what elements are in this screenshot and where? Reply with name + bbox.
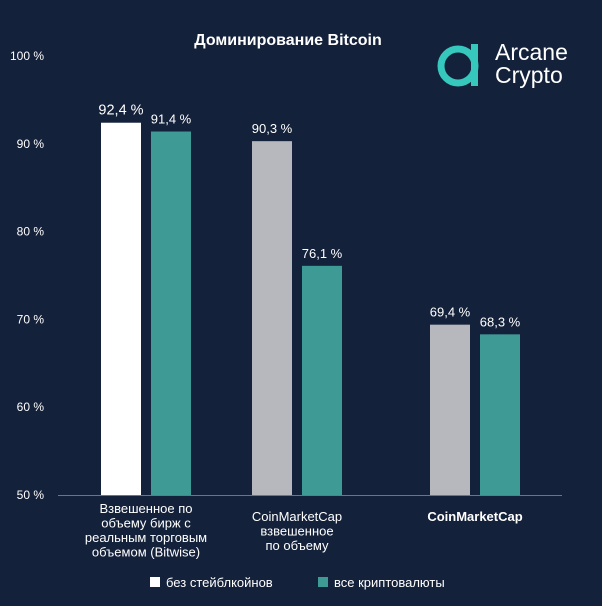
- logo-text-arcane: Arcane: [495, 39, 568, 65]
- bar-no-stablecoins-0: [101, 122, 141, 495]
- x-category-label-line: Взвешенное по: [100, 501, 193, 516]
- y-tick-label: 50 %: [17, 488, 45, 502]
- legend-swatch-all-crypto: [318, 577, 328, 587]
- legend-swatch-no-stablecoins: [150, 577, 160, 587]
- bar-all-crypto-0: [151, 131, 191, 495]
- y-tick-label: 90 %: [17, 137, 45, 151]
- y-tick-label: 70 %: [17, 312, 45, 326]
- x-category-label-line: реальным торговым: [85, 530, 207, 545]
- bar-no-stablecoins-2: [430, 324, 470, 495]
- legend-label: все криптовалюты: [334, 575, 445, 590]
- logo: Arcane Crypto: [437, 39, 568, 88]
- y-tick-label: 60 %: [17, 400, 45, 414]
- data-labels: 92,4 % 90,3 % 69,4 % 91,4 % 76,1 % 68,3 %: [98, 103, 520, 330]
- data-label: 68,3 %: [480, 314, 521, 329]
- data-label: 76,1 %: [302, 246, 343, 261]
- bar-all-crypto-2: [480, 334, 520, 495]
- bars: [101, 122, 520, 495]
- x-category-label-line: CoinMarketCap: [427, 509, 522, 524]
- x-category-label: Взвешенное по объему бирж с реальным торго…: [85, 501, 207, 560]
- chart-title: Доминирование Bitcoin: [194, 32, 381, 49]
- arcane-logo-icon: [437, 44, 479, 87]
- y-tick-label: 100 %: [10, 49, 44, 63]
- bar-no-stablecoins-1: [252, 141, 292, 495]
- data-label: 91,4 %: [151, 112, 192, 127]
- data-label: 92,4 %: [98, 103, 143, 119]
- x-category-label-line: взвешенное: [260, 524, 333, 539]
- x-category-label-line: CoinMarketCap: [252, 509, 342, 524]
- data-label: 90,3 %: [252, 121, 293, 136]
- x-category-label-line: по объему: [265, 538, 329, 553]
- x-category-label: CoinMarketCap взвешенное по объему: [252, 509, 342, 553]
- x-category-label-line: объему бирж с: [101, 516, 191, 531]
- bar-all-crypto-1: [302, 265, 342, 495]
- y-tick-label: 80 %: [17, 225, 45, 239]
- y-axis: 50 % 60 % 70 % 80 % 90 % 100 %: [10, 49, 562, 502]
- x-category-label-line: объемом (Bitwise): [92, 545, 200, 560]
- legend: без стейблкойнов все криптовалюты: [150, 575, 445, 590]
- data-label: 69,4 %: [430, 305, 471, 320]
- logo-text-crypto: Crypto: [495, 62, 563, 88]
- legend-label: без стейблкойнов: [166, 575, 273, 590]
- x-axis-categories: Взвешенное по объему бирж с реальным торго…: [85, 501, 523, 560]
- x-category-label: CoinMarketCap: [427, 509, 522, 524]
